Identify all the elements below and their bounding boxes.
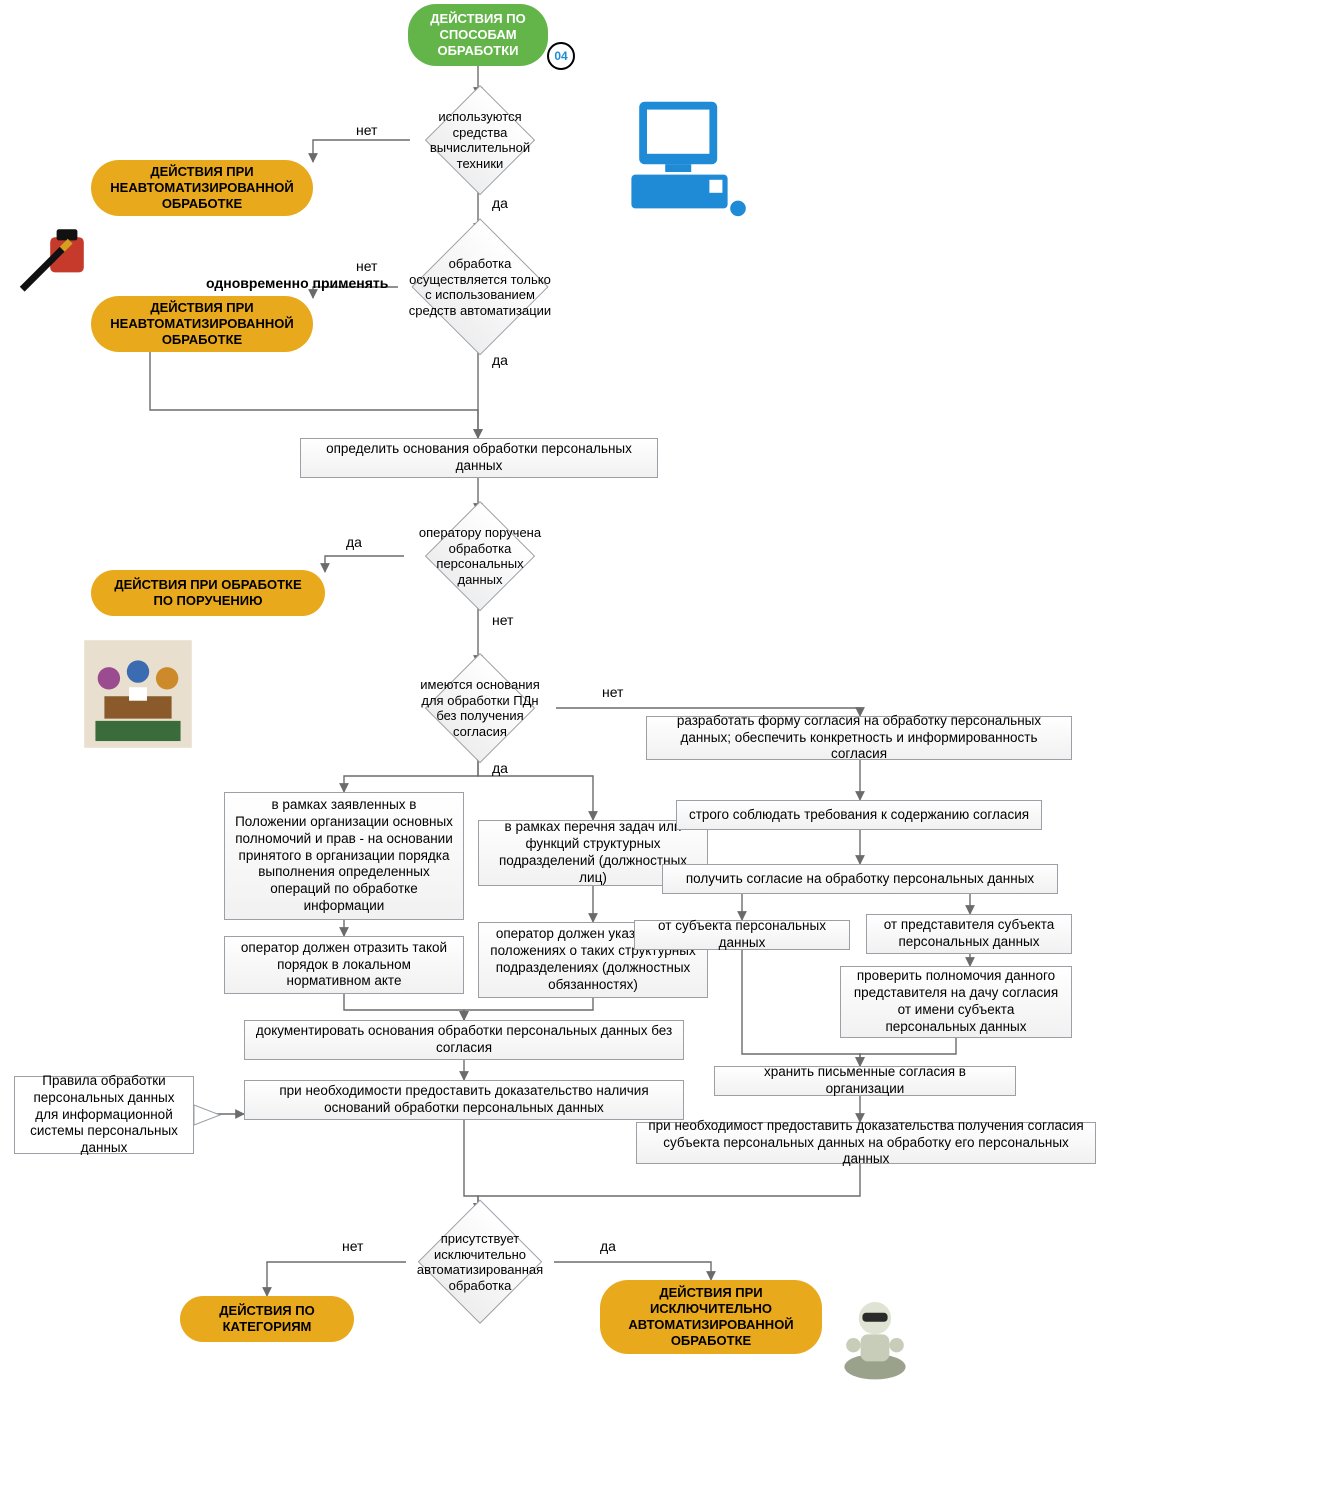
- node-text: оператор должен отразить такой порядок в…: [235, 940, 453, 991]
- edge-r_proof-d5: [464, 1120, 478, 1212]
- node-text: ДЕЙСТВИЯ ПО КАТЕГОРИЯМ: [194, 1303, 340, 1336]
- edge-d5-a4: [267, 1262, 406, 1296]
- step-badge: 04: [547, 42, 575, 70]
- process-r_form: разработать форму согласия на обработку …: [646, 716, 1072, 760]
- edge-label-d1_yes: да: [492, 195, 508, 211]
- node-text: при необходимости предоставить доказател…: [255, 1083, 673, 1117]
- process-r_proof: при необходимости предоставить доказател…: [244, 1080, 684, 1120]
- node-text: от представителя субъекта персональных д…: [877, 917, 1061, 951]
- callout-c_rules: Правила обработки персональных данных дл…: [14, 1076, 194, 1154]
- edge-label-d4_yes: да: [492, 760, 508, 776]
- node-text: в рамках заявленных в Положении организа…: [235, 797, 453, 915]
- edge-r_r2-r_doc: [464, 998, 593, 1020]
- edge-a2-r_basis: [150, 352, 478, 438]
- process-r_evid: при необходимост предоставить доказатель…: [636, 1122, 1096, 1164]
- node-text: документировать основания обработки перс…: [255, 1023, 673, 1057]
- node-text: проверить полномочия данного представите…: [851, 968, 1061, 1036]
- decision-text: оператору поручена обработка персональны…: [413, 525, 547, 587]
- node-text: при необходимост предоставить доказатель…: [647, 1118, 1085, 1169]
- process-r_chk: проверить полномочия данного представите…: [840, 966, 1072, 1038]
- edge-r_l2-r_doc: [344, 994, 464, 1020]
- process-r_req: строго соблюдать требования к содержанию…: [676, 800, 1042, 830]
- decision-text: имеются основания для обработки ПДн без …: [413, 677, 547, 739]
- node-text: от субъекта персональных данных: [645, 918, 839, 952]
- edge-label-d2_yes: да: [492, 352, 508, 368]
- action-a1: ДЕЙСТВИЯ ПРИ НЕАВТОМАТИЗИРОВАННОЙ ОБРАБО…: [91, 160, 313, 216]
- decision-text: обработка осуществляется только с исполь…: [408, 256, 552, 318]
- edge-label-d5_no: нет: [342, 1238, 363, 1254]
- decision-d4: имеются основания для обработки ПДн без …: [404, 664, 556, 752]
- action-a5: ДЕЙСТВИЯ ПРИ ИСКЛЮЧИТЕЛЬНО АВТОМАТИЗИРОВ…: [600, 1280, 822, 1354]
- process-r_subj: от субъекта персональных данных: [634, 920, 850, 950]
- node-text: ДЕЙСТВИЯ ПРИ ИСКЛЮЧИТЕЛЬНО АВТОМАТИЗИРОВ…: [614, 1285, 808, 1350]
- edge-d3-a3: [325, 556, 404, 572]
- edge-label-d2_no: нет: [356, 258, 377, 274]
- process-r_rep: от представителя субъекта персональных д…: [866, 914, 1072, 954]
- node-text: получить согласие на обработку персональ…: [686, 871, 1034, 888]
- action-a4: ДЕЙСТВИЯ ПО КАТЕГОРИЯМ: [180, 1296, 354, 1342]
- decision-d1: используются средства вычислительной тех…: [410, 96, 550, 184]
- node-text: хранить письменные согласия в организаци…: [725, 1064, 1005, 1098]
- edge-label-d3_yes: да: [346, 534, 362, 550]
- decision-text: используются средства вычислительной тех…: [418, 109, 541, 171]
- process-r_l1: в рамках заявленных в Положении организа…: [224, 792, 464, 920]
- node-text: разработать форму согласия на обработку …: [657, 713, 1061, 764]
- decision-d3: оператору поручена обработка персональны…: [404, 512, 556, 600]
- node-text: ДЕЙСТВИЯ ПРИ НЕАВТОМАТИЗИРОВАННОЙ ОБРАБО…: [105, 164, 299, 213]
- node-text: Правила обработки персональных данных дл…: [25, 1073, 183, 1157]
- process-r_doc: документировать основания обработки перс…: [244, 1020, 684, 1060]
- node-text: определить основания обработки персональ…: [311, 441, 647, 475]
- action-a3: ДЕЙСТВИЯ ПРИ ОБРАБОТКЕ ПО ПОРУЧЕНИЮ: [91, 570, 325, 616]
- edge-label-d4_no: нет: [602, 684, 623, 700]
- node-text: строго соблюдать требования к содержанию…: [689, 807, 1029, 824]
- process-r_get: получить согласие на обработку персональ…: [662, 864, 1058, 894]
- decision-d2: обработка осуществляется только с исполь…: [398, 232, 562, 342]
- pen-inkwell-icon: [10, 218, 100, 298]
- process-r_basis: определить основания обработки персональ…: [300, 438, 658, 478]
- process-r_l2: оператор должен отразить такой порядок в…: [224, 936, 464, 994]
- edge-label-d5_yes: да: [600, 1238, 616, 1254]
- robot-icon: [830, 1290, 920, 1386]
- node-text: ДЕЙСТВИЯ ПРИ НЕАВТОМАТИЗИРОВАННОЙ ОБРАБО…: [105, 300, 299, 349]
- action-a2: ДЕЙСТВИЯ ПРИ НЕАВТОМАТИЗИРОВАННОЙ ОБРАБО…: [91, 296, 313, 352]
- edge-label-d1_no: нет: [356, 122, 377, 138]
- decision-d5: присутствует исключительно автоматизиров…: [406, 1212, 554, 1312]
- edge-d5-a5: [554, 1262, 711, 1280]
- edge-d4-r_l1: [344, 752, 478, 792]
- edge-r_chk-r_store: [860, 1038, 956, 1066]
- decision-text: присутствует исключительно автоматизиров…: [415, 1231, 545, 1293]
- process-r_store: хранить письменные согласия в организаци…: [714, 1066, 1016, 1096]
- meeting-icon: [78, 638, 198, 750]
- node-text: ДЕЙСТВИЯ ПРИ ОБРАБОТКЕ ПО ПОРУЧЕНИЮ: [105, 577, 311, 610]
- edge-label-d3_no: нет: [492, 612, 513, 628]
- node-text: ДЕЙСТВИЯ ПО СПОСОБАМ ОБРАБОТКИ: [422, 11, 534, 60]
- start-node: ДЕЙСТВИЯ ПО СПОСОБАМ ОБРАБОТКИ: [408, 4, 548, 66]
- edge-label-d2_mid: одновременно применять: [206, 275, 388, 291]
- edge-r_evid-d5: [478, 1164, 860, 1212]
- computer-icon: [616, 94, 756, 224]
- flowchart-canvas: ДЕЙСТВИЯ ПО СПОСОБАМ ОБРАБОТКИ используют…: [0, 0, 1338, 1508]
- edge-d1-a1: [313, 140, 410, 162]
